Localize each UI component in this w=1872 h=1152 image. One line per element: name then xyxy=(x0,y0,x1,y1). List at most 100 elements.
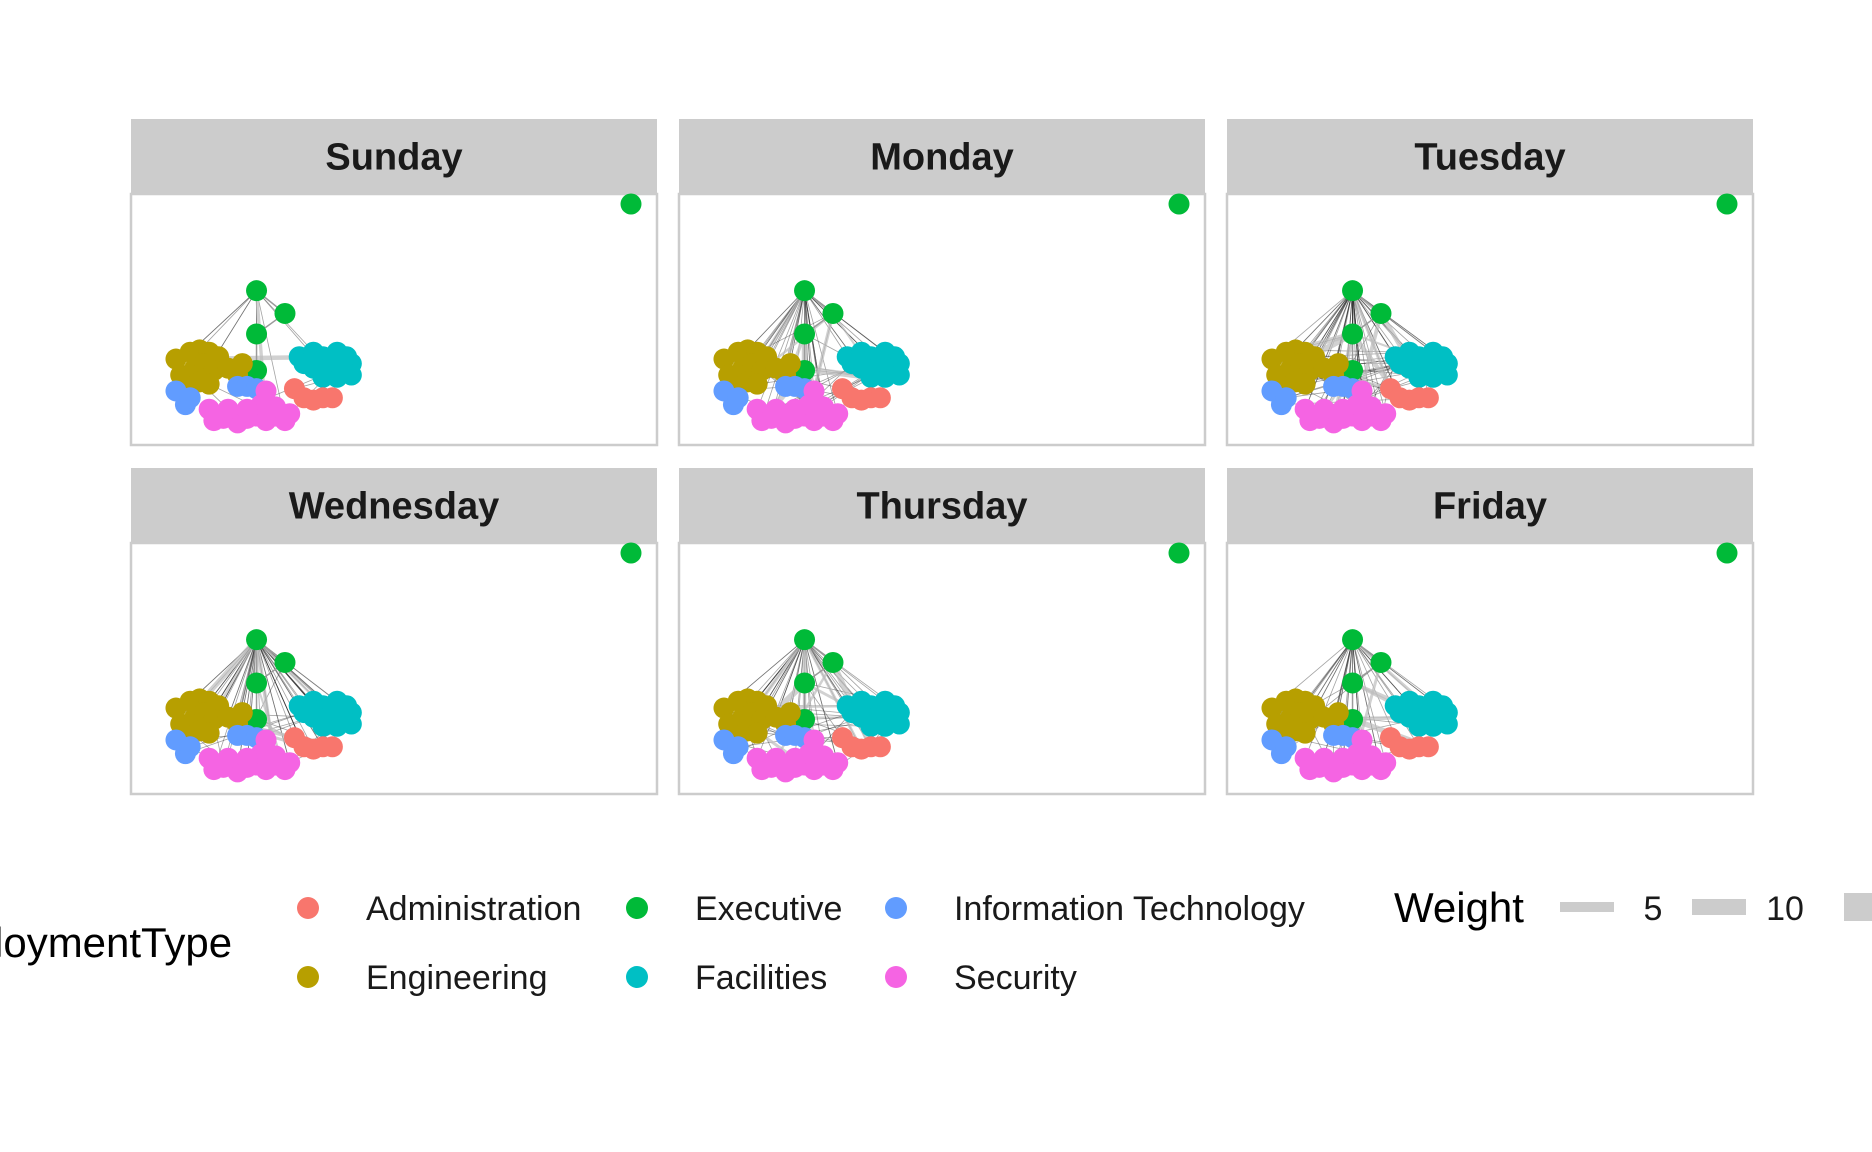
node-security xyxy=(1332,398,1354,420)
node-security xyxy=(255,729,277,751)
node-executive xyxy=(246,672,268,694)
edge xyxy=(1295,290,1353,351)
node-executive xyxy=(620,193,642,215)
edge xyxy=(804,290,839,414)
edge xyxy=(1314,290,1353,357)
node-security xyxy=(1351,729,1373,751)
node-facilities xyxy=(1417,350,1439,372)
legend-weight-label: 5 xyxy=(1644,890,1663,928)
edge xyxy=(761,290,805,421)
node-security xyxy=(217,747,239,769)
legend-key xyxy=(885,966,907,988)
edge-weighted xyxy=(803,638,863,750)
legend-label: Facilities xyxy=(695,959,827,997)
node-executive xyxy=(822,651,844,673)
legend-item-administration: Administration xyxy=(297,890,581,928)
node-facilities xyxy=(321,350,343,372)
legend-label: Information Technology xyxy=(954,890,1305,928)
legend-item-executive: Executive xyxy=(626,890,842,928)
facet-thursday: Thursday xyxy=(677,468,1207,796)
facet-label: Friday xyxy=(1433,486,1547,528)
node-security xyxy=(803,380,825,402)
node-administration xyxy=(1417,387,1439,409)
node-executive xyxy=(794,629,816,651)
legend-weight-5: 5 xyxy=(1560,890,1662,928)
facet-friday: Friday xyxy=(1225,468,1755,796)
node-facilities xyxy=(1417,699,1439,721)
edge-weighted xyxy=(812,313,835,392)
node-information-technology xyxy=(1275,387,1297,409)
node-executive xyxy=(274,302,296,324)
edge xyxy=(804,639,839,763)
node-executive xyxy=(1342,280,1364,302)
node-executive xyxy=(246,280,268,302)
edge xyxy=(1342,639,1353,768)
facet-strip xyxy=(1227,119,1753,194)
node-engineering xyxy=(746,373,768,395)
legend-key xyxy=(297,966,319,988)
node-administration xyxy=(869,387,891,409)
node-administration xyxy=(321,387,343,409)
node-engineering xyxy=(746,722,768,744)
node-facilities xyxy=(340,713,362,735)
node-administration xyxy=(321,736,343,758)
facet-monday: Monday xyxy=(677,119,1207,447)
node-security xyxy=(236,398,258,420)
node-executive xyxy=(1168,542,1190,564)
legend-item-engineering: Engineering xyxy=(297,959,547,997)
node-executive xyxy=(1370,651,1392,673)
node-executive xyxy=(794,323,816,345)
node-engineering xyxy=(231,702,253,724)
legend-color-entries: Administration Executive Information Techn… xyxy=(297,890,1305,997)
node-facilities xyxy=(340,364,362,386)
nodes xyxy=(1261,193,1738,434)
edge xyxy=(227,639,257,718)
edge xyxy=(256,639,314,750)
node-facilities xyxy=(1436,364,1458,386)
edge xyxy=(256,639,295,738)
node-administration xyxy=(1417,736,1439,758)
node-engineering xyxy=(198,373,220,395)
node-information-technology xyxy=(727,387,749,409)
node-executive xyxy=(1342,323,1364,345)
edge-weighted xyxy=(217,639,258,707)
legend-weight-entries: 5 10 xyxy=(1560,890,1872,928)
edge xyxy=(199,290,257,351)
node-administration xyxy=(869,736,891,758)
node-facilities xyxy=(869,350,891,372)
node-security xyxy=(765,398,787,420)
node-executive xyxy=(274,651,296,673)
node-engineering xyxy=(1294,373,1316,395)
facet-strip xyxy=(679,119,1205,194)
node-executive xyxy=(1716,193,1738,215)
legend-key xyxy=(885,897,907,919)
facet-label: Wednesday xyxy=(289,486,499,528)
node-security xyxy=(1332,747,1354,769)
facet-plot-area xyxy=(129,541,659,796)
legend-weight-key-cutoff xyxy=(1844,893,1872,921)
legend-item-security: Security xyxy=(885,959,1077,997)
node-engineering xyxy=(1327,702,1349,724)
facet-plot-area xyxy=(677,192,1207,447)
node-security xyxy=(784,747,806,769)
facet-sunday: Sunday xyxy=(129,119,659,447)
edge xyxy=(1314,290,1353,357)
node-engineering xyxy=(779,702,801,724)
node-executive xyxy=(1342,629,1364,651)
facet-panels: Sunday Monday Tuesday Wednesday Thursday Frid… xyxy=(129,119,1755,796)
node-executive xyxy=(794,672,816,694)
node-security xyxy=(803,729,825,751)
edge xyxy=(804,682,843,738)
node-executive xyxy=(1168,193,1190,215)
legend-label: Executive xyxy=(695,890,842,928)
node-executive xyxy=(620,542,642,564)
edge xyxy=(1304,290,1353,353)
edge xyxy=(256,639,291,763)
node-executive xyxy=(1370,302,1392,324)
legend-key xyxy=(626,897,648,919)
node-facilities xyxy=(869,699,891,721)
node-engineering xyxy=(779,353,801,375)
legend: loymentType Administration Executive Infor… xyxy=(0,884,1872,997)
node-security xyxy=(784,398,806,420)
